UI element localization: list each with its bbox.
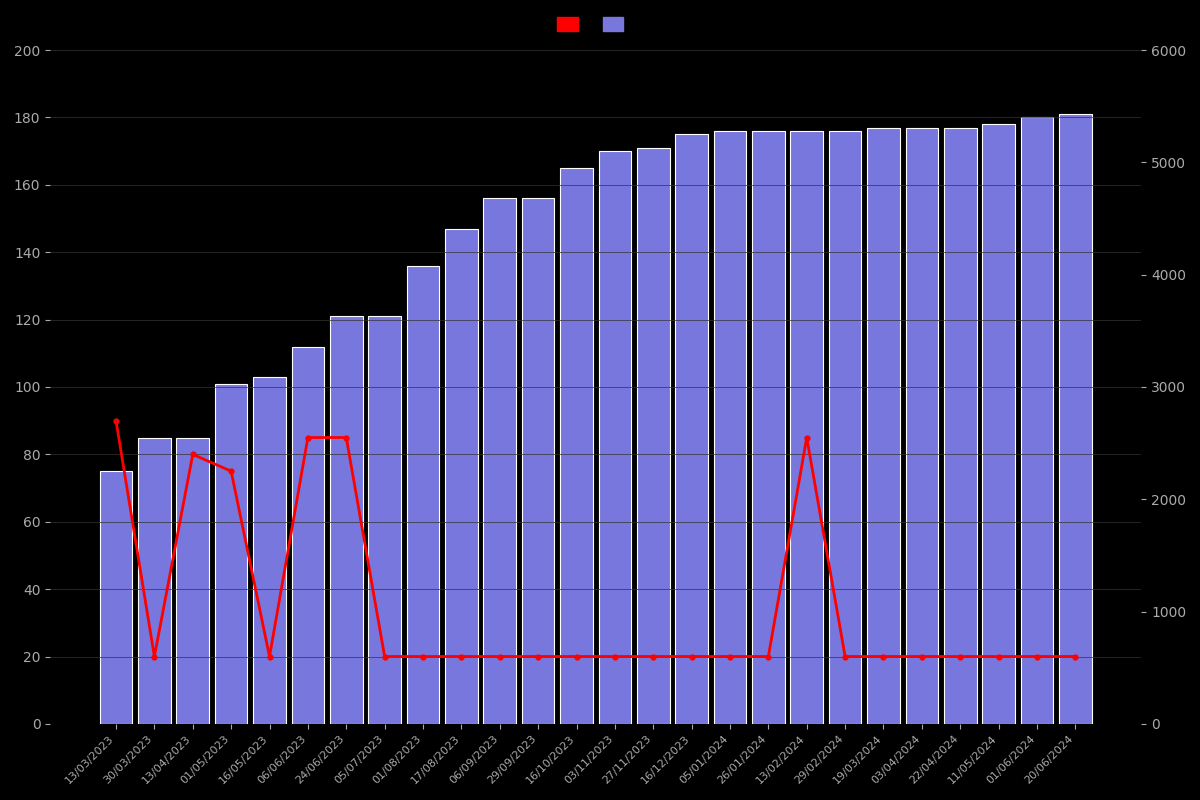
Bar xyxy=(560,168,593,724)
Bar xyxy=(944,127,977,724)
Bar xyxy=(637,148,670,724)
Bar xyxy=(906,127,938,724)
Bar xyxy=(829,131,862,724)
Bar xyxy=(676,134,708,724)
Bar xyxy=(484,198,516,724)
Bar xyxy=(714,131,746,724)
Bar xyxy=(253,377,286,724)
Bar xyxy=(1060,114,1092,724)
Bar xyxy=(100,471,132,724)
Bar xyxy=(368,316,401,724)
Bar xyxy=(445,229,478,724)
Bar xyxy=(791,131,823,724)
Bar xyxy=(522,198,554,724)
Bar xyxy=(983,124,1015,724)
Bar xyxy=(599,151,631,724)
Bar xyxy=(407,266,439,724)
Bar xyxy=(330,316,362,724)
Bar xyxy=(292,346,324,724)
Bar xyxy=(176,438,209,724)
Bar xyxy=(752,131,785,724)
Bar xyxy=(215,384,247,724)
Bar xyxy=(138,438,170,724)
Legend: , : , xyxy=(550,10,642,38)
Bar xyxy=(1021,118,1054,724)
Bar xyxy=(868,127,900,724)
